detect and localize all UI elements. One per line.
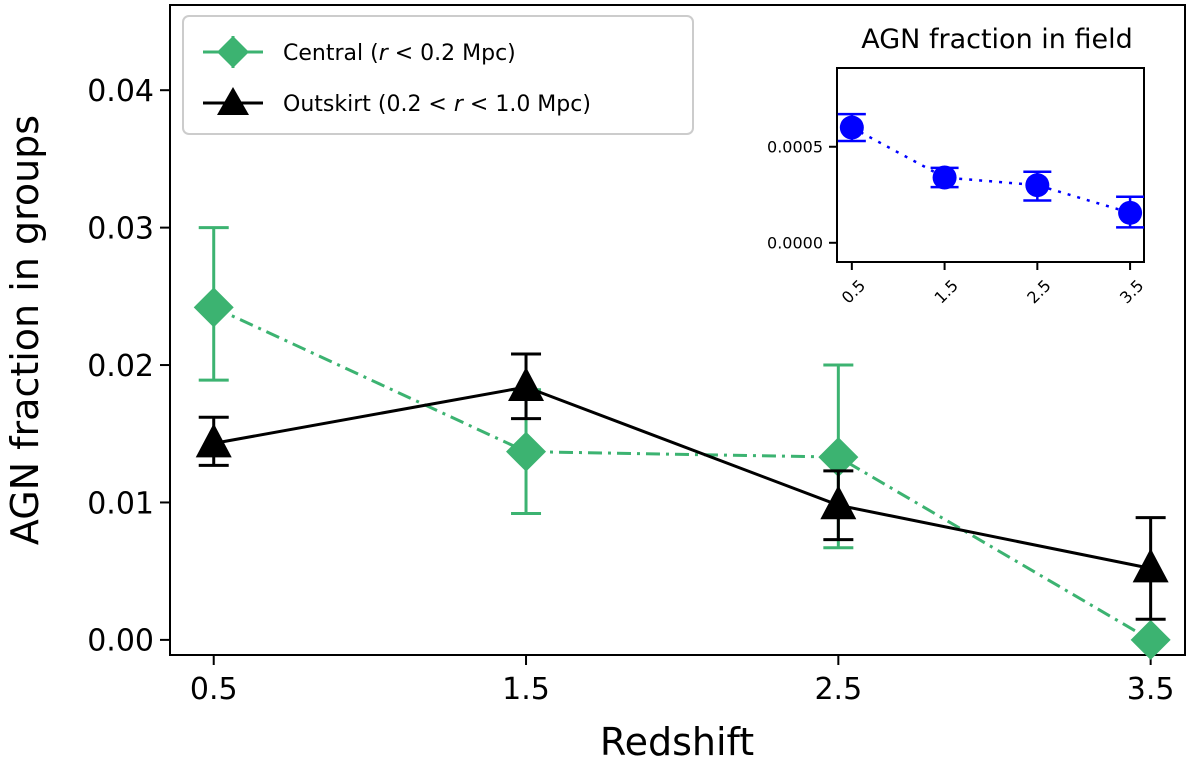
data-point-triangle [1132,548,1169,583]
triangle-marker-icon [217,87,249,115]
y-tick-label: 0.03 [87,211,154,246]
series-line-0 [851,126,1131,215]
data-point-diamond [1130,619,1171,660]
legend: Central (r < 0.2 Mpc) Outskirt (0.2 < r … [182,15,694,135]
series-line-0 [213,305,1152,642]
data-point-diamond [506,431,547,472]
svg-text:Outskirt (0.2 < r < 1.0 Mpc): Outskirt (0.2 < r < 1.0 Mpc) [283,92,591,117]
data-point-diamond [193,287,234,328]
data-point-triangle [508,367,545,402]
svg-text:Central (r < 0.2 Mpc): Central (r < 0.2 Mpc) [283,41,516,66]
x-tick-label: 1.5 [502,672,550,707]
data-point-circle [1025,173,1050,198]
legend-entry-central: Central (r < 0.2 Mpc) [203,36,516,68]
plot-frame [836,67,1145,263]
y-tick-label: 0.0005 [767,138,823,157]
data-point-circle [932,165,957,190]
data-point-circle [1118,200,1143,225]
y-tick-label: 0.0000 [767,234,823,253]
x-tick-label: 0.5 [190,672,238,707]
y-tick-label: 0.01 [87,486,154,521]
data-point-circle [839,115,864,140]
legend-box [182,15,694,135]
x-tick-label: 3.5 [1127,672,1175,707]
inset-title: AGN fraction in field [861,24,1132,55]
x-tick-label: 2.5 [814,672,862,707]
diamond-marker-icon [217,36,249,68]
legend-entry-outskirt: Outskirt (0.2 < r < 1.0 Mpc) [203,87,591,117]
y-tick-label: 0.00 [87,624,154,659]
y-axis-label: AGN fraction in groups [3,115,47,545]
series-line-1 [213,385,1151,570]
x-axis-label: Redshift [600,720,754,760]
y-tick-label: 0.02 [87,349,154,384]
data-point-diamond [818,437,859,478]
y-tick-label: 0.04 [87,74,154,109]
data-point-triangle [195,423,232,458]
data-point-triangle [820,485,857,520]
